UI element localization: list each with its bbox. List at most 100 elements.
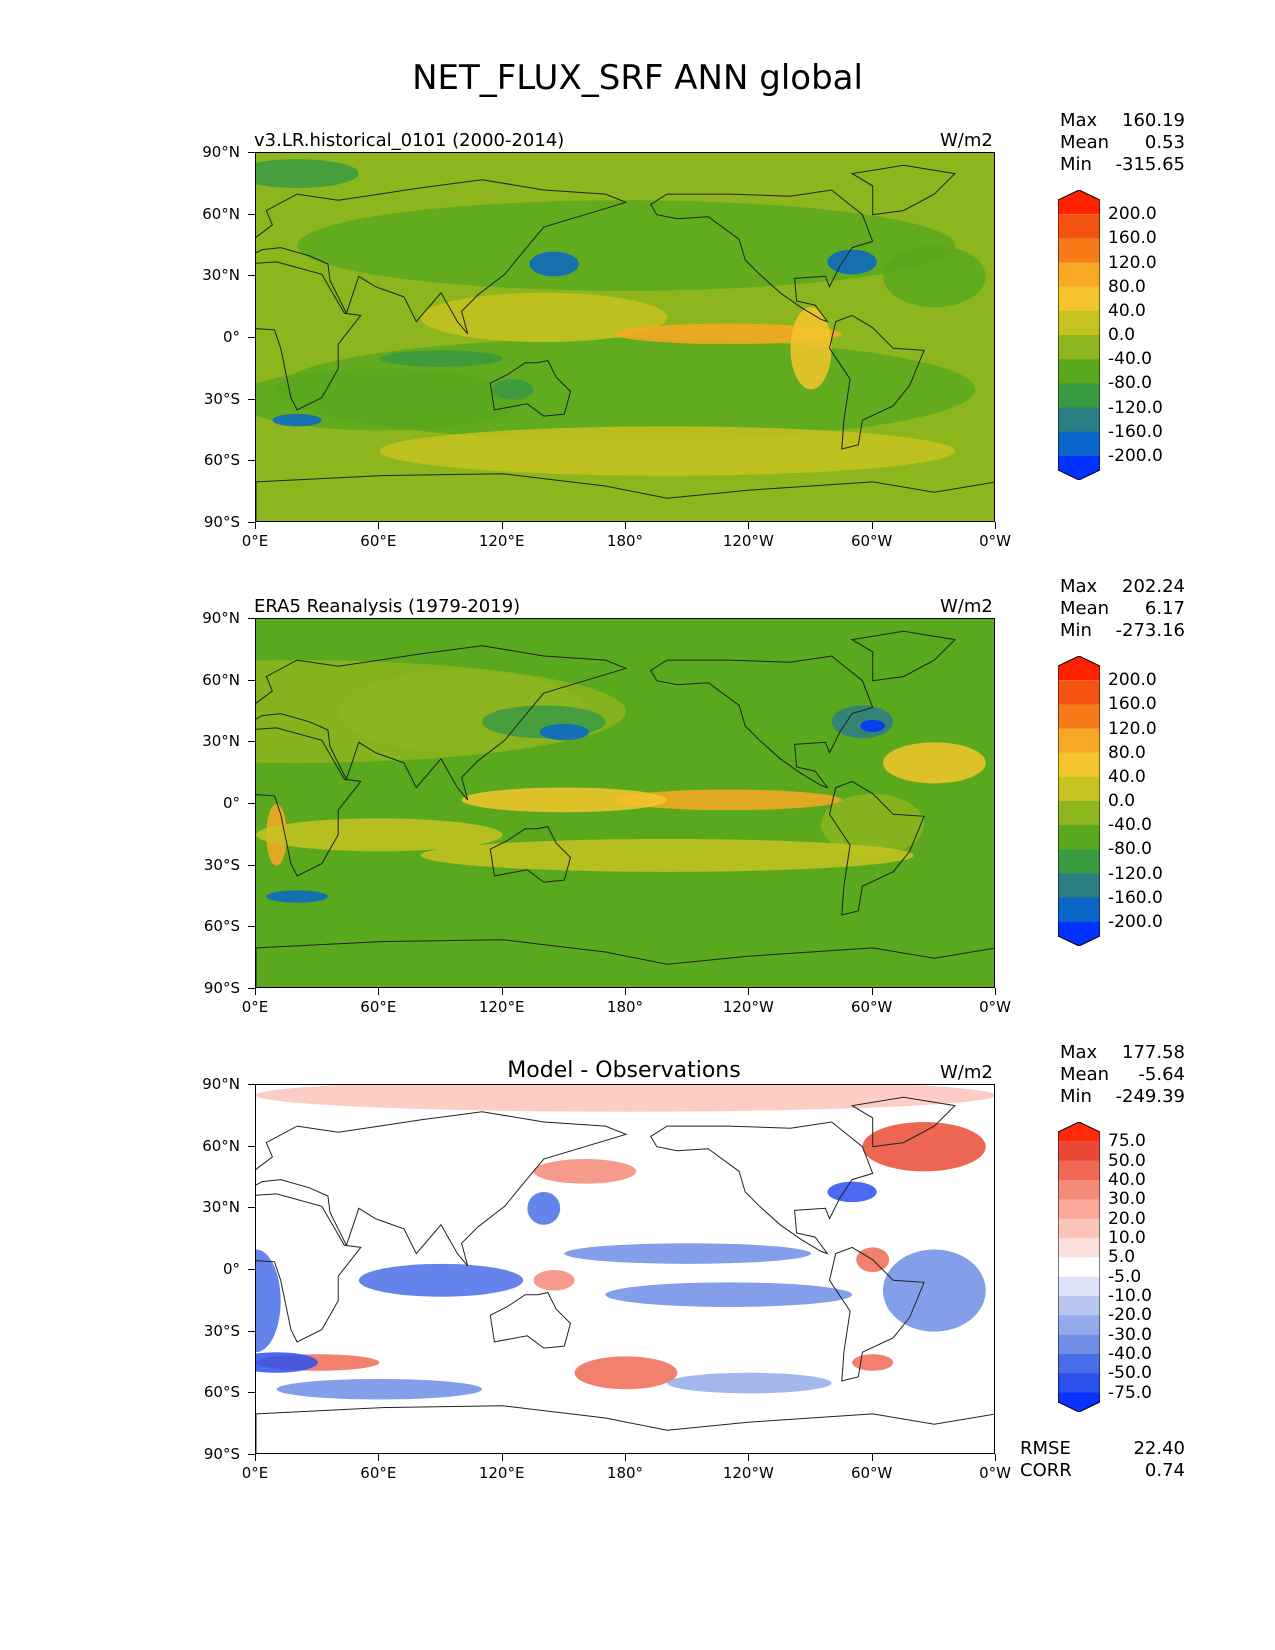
coastline-north-america bbox=[650, 189, 874, 323]
field-contour bbox=[379, 426, 955, 476]
lon-tick bbox=[501, 1454, 503, 1461]
colorbar-label: 160.0 bbox=[1108, 228, 1157, 249]
lat-tick-label: 60°N bbox=[202, 670, 240, 689]
field-contour bbox=[492, 379, 534, 400]
colorbar-segment bbox=[1058, 1257, 1100, 1278]
colorbar-label: -120.0 bbox=[1108, 863, 1163, 884]
field-contour bbox=[276, 1378, 483, 1400]
colorbar-segment bbox=[1058, 1276, 1100, 1297]
lat-tick bbox=[248, 1269, 255, 1270]
field-contour bbox=[256, 1352, 318, 1373]
colorbar-label: -40.0 bbox=[1108, 349, 1152, 370]
units-label: W/m2 bbox=[940, 596, 993, 617]
colorbar-segment bbox=[1058, 286, 1100, 312]
stat-label: Mean bbox=[1060, 1064, 1110, 1085]
map-plot bbox=[255, 152, 995, 522]
colorbar-label: -5.0 bbox=[1108, 1266, 1142, 1287]
colorbar-segment bbox=[1058, 728, 1100, 754]
colorbar-label: 200.0 bbox=[1108, 204, 1157, 225]
field-contour bbox=[256, 159, 359, 188]
colorbar-segment bbox=[1058, 238, 1100, 263]
stat-value: -249.39 bbox=[1115, 1086, 1185, 1107]
lon-tick bbox=[378, 988, 380, 995]
colorbar-segment bbox=[1058, 897, 1100, 923]
lat-tick-label: 60°N bbox=[202, 1136, 240, 1155]
colorbar-label: 40.0 bbox=[1108, 766, 1146, 787]
metric-label: CORR bbox=[1020, 1460, 1072, 1481]
stat-value: -315.65 bbox=[1115, 154, 1185, 175]
colorbar-segment bbox=[1058, 310, 1100, 336]
lon-tick bbox=[748, 522, 750, 529]
coastline-antarctica bbox=[256, 939, 994, 987]
lat-tick-label: 90°S bbox=[203, 1445, 240, 1463]
coastline-eurasia bbox=[256, 1111, 628, 1267]
coastline-africa bbox=[256, 727, 362, 877]
coastline-australia bbox=[489, 826, 572, 883]
stats-box: Max 160.19 Mean 0.53 Min -315.65 bbox=[1060, 110, 1185, 176]
field-contour bbox=[420, 838, 914, 872]
stat-value: -5.64 bbox=[1138, 1064, 1185, 1085]
lon-tick-label: 120°W bbox=[722, 998, 774, 1016]
lat-tick bbox=[248, 460, 255, 462]
stat-value: 0.53 bbox=[1144, 132, 1185, 153]
field-contour bbox=[256, 368, 524, 431]
stat-row: Min -249.39 bbox=[1060, 1086, 1185, 1108]
colorbar-label: 160.0 bbox=[1108, 694, 1157, 715]
stat-row: Mean 6.17 bbox=[1060, 598, 1185, 620]
colorbar-label: 75.0 bbox=[1108, 1131, 1146, 1152]
lon-tick bbox=[871, 1454, 873, 1461]
colorbar-label: 20.0 bbox=[1108, 1208, 1146, 1229]
colorbar-label: 30.0 bbox=[1108, 1189, 1146, 1210]
colorbar-segment bbox=[1058, 1315, 1100, 1336]
lat-tick bbox=[248, 679, 255, 681]
colorbar-label: -40.0 bbox=[1108, 815, 1152, 836]
colorbar-label: -200.0 bbox=[1108, 911, 1163, 932]
figure-title: NET_FLUX_SRF ANN global bbox=[412, 58, 863, 98]
stat-label: Mean bbox=[1060, 598, 1110, 619]
field-contour bbox=[860, 719, 886, 733]
colorbar-segment bbox=[1058, 1160, 1100, 1181]
colorbar-label: 10.0 bbox=[1108, 1228, 1146, 1248]
colorbar-label: -160.0 bbox=[1108, 421, 1163, 442]
lat-tick-label: 60°S bbox=[203, 451, 240, 470]
field-contour bbox=[882, 245, 986, 308]
coastline-antarctica bbox=[256, 473, 994, 521]
units-label: W/m2 bbox=[940, 130, 993, 151]
coastline-north-america bbox=[650, 1121, 874, 1255]
lon-tick bbox=[255, 988, 256, 995]
lat-tick bbox=[248, 213, 255, 215]
lon-tick-label: 60°W bbox=[850, 998, 893, 1016]
lon-tick-label: 120°E bbox=[478, 998, 525, 1016]
colorbar-label: -75.0 bbox=[1108, 1382, 1152, 1403]
colorbar-label: 5.0 bbox=[1108, 1247, 1136, 1268]
lon-tick bbox=[625, 522, 626, 529]
colorbar-segment bbox=[1058, 1373, 1100, 1394]
coastline-australia bbox=[489, 1292, 572, 1349]
metrics-box: RMSE 22.40 CORR 0.74 bbox=[1020, 1438, 1185, 1482]
colorbar-segment bbox=[1058, 825, 1100, 850]
coastline-eurasia bbox=[256, 179, 628, 335]
colorbar-label: 80.0 bbox=[1108, 276, 1146, 297]
lon-tick bbox=[625, 1454, 626, 1461]
colorbar-segment bbox=[1058, 383, 1100, 408]
stat-row: Mean -5.64 bbox=[1060, 1064, 1185, 1086]
lon-tick-label: 120°W bbox=[722, 532, 774, 550]
lat-tick bbox=[248, 1330, 255, 1332]
lat-tick-label: 60°S bbox=[203, 1383, 240, 1402]
colorbar-segment bbox=[1058, 1180, 1100, 1200]
lat-tick bbox=[248, 1454, 255, 1455]
lat-tick bbox=[248, 522, 255, 523]
lon-tick-label: 120°E bbox=[478, 1464, 525, 1482]
colorbar-extend-top bbox=[1058, 656, 1100, 681]
lat-tick bbox=[248, 803, 255, 804]
colorbar-segment bbox=[1058, 752, 1100, 778]
colorbar-label: -10.0 bbox=[1108, 1286, 1152, 1306]
field-contour bbox=[615, 323, 842, 345]
stat-label: Min bbox=[1060, 154, 1092, 175]
colorbar-graphic bbox=[1057, 655, 1101, 947]
map-panel: Model - Observations W/m2 Max 177.58 Mean -5.… bbox=[0, 1042, 1275, 1494]
field-contour bbox=[256, 818, 503, 852]
stat-row: Mean 0.53 bbox=[1060, 132, 1185, 154]
lon-tick bbox=[501, 988, 503, 995]
colorbar-label: -80.0 bbox=[1108, 839, 1152, 860]
